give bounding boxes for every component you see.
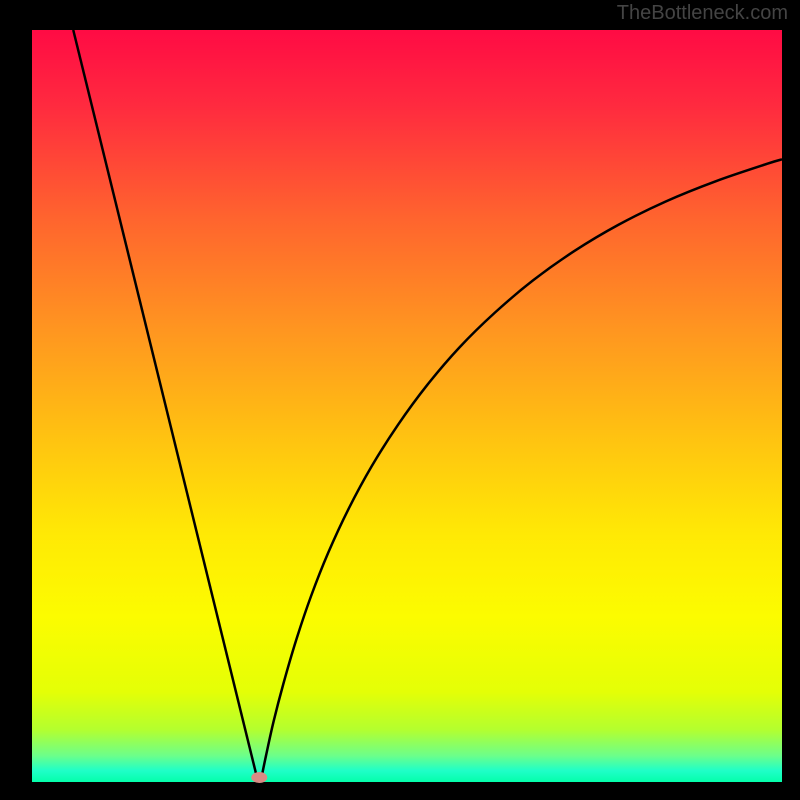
chart-container: TheBottleneck.com [0,0,800,800]
plot-background [32,30,782,782]
minimum-marker [251,772,267,783]
watermark-text: TheBottleneck.com [617,2,788,25]
chart-svg [0,0,800,800]
